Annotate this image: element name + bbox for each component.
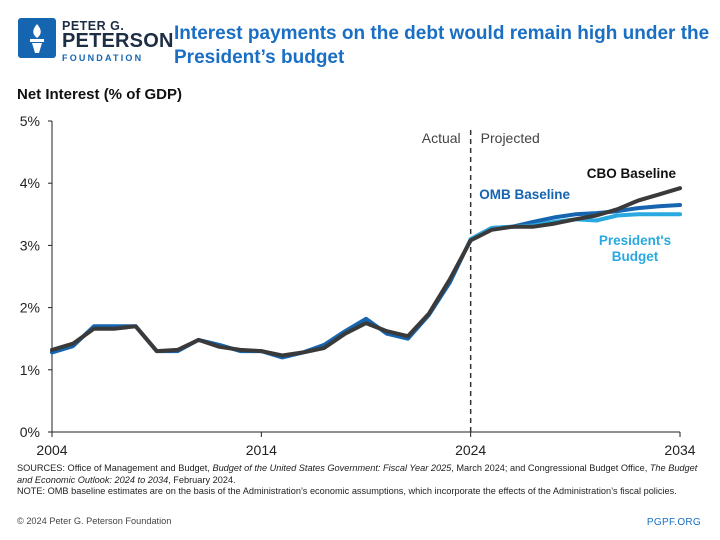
omb-baseline-label: OMB Baseline: [479, 187, 570, 202]
sources-text-e: , February 2024.: [168, 474, 236, 485]
pgpf-logo: PETER G. PETERSON FOUNDATION: [18, 14, 173, 66]
note-text: NOTE: OMB baseline estimates are on the …: [17, 486, 677, 496]
site-link[interactable]: PGPF.ORG: [646, 517, 701, 528]
sources-text-c: , March 2024; and Congressional Budget O…: [451, 463, 650, 473]
footnote: SOURCES: Office of Management and Budget…: [17, 463, 707, 498]
presidents-budget-label-line2: Budget: [612, 249, 659, 264]
line-chart: 0% 1% 2% 3% 4% 5% 2004 2014 2024 2034 Actual Projec…: [20, 113, 696, 458]
chart-title: Interest payments on the debt would rema…: [174, 23, 710, 68]
cbo-baseline-label: CBO Baseline: [587, 166, 677, 181]
x-tick-label: 2024: [455, 442, 486, 458]
y-axis-label: Net Interest (% of GDP): [17, 86, 183, 103]
series-line-omb-baseline: [50, 203, 682, 360]
series-line-cbo-baseline: [50, 186, 682, 358]
x-tick-label: 2014: [246, 442, 277, 458]
sources-title-omb: Budget of the United States Government: …: [212, 463, 452, 473]
sources-label: SOURCES:: [17, 463, 68, 473]
sources-text-a: Office of Management and Budget,: [67, 463, 213, 473]
logo-text-line2: PETERSON: [62, 30, 174, 52]
x-tick-label: 2034: [664, 442, 695, 458]
presidents-budget-label-line1: President's: [599, 233, 671, 248]
y-tick-label: 2%: [20, 300, 40, 316]
y-tick-label: 3%: [20, 237, 40, 253]
logo-text-line1: PETER G.: [62, 19, 125, 33]
projected-label: Projected: [481, 130, 540, 146]
x-tick-label: 2004: [36, 442, 67, 458]
y-tick-label: 1%: [20, 362, 40, 378]
torch-icon: [18, 18, 56, 58]
actual-label: Actual: [422, 130, 461, 146]
y-tick-label: 4%: [20, 175, 40, 191]
logo-text-line3: FOUNDATION: [62, 53, 144, 63]
copyright: © 2024 Peter G. Peterson Foundation: [17, 516, 172, 526]
y-tick-label: 5%: [20, 113, 40, 129]
y-tick-label: 0%: [20, 424, 40, 440]
sources-title-cbo: The Budget and Economic Outlook: 2024 to…: [17, 463, 698, 485]
